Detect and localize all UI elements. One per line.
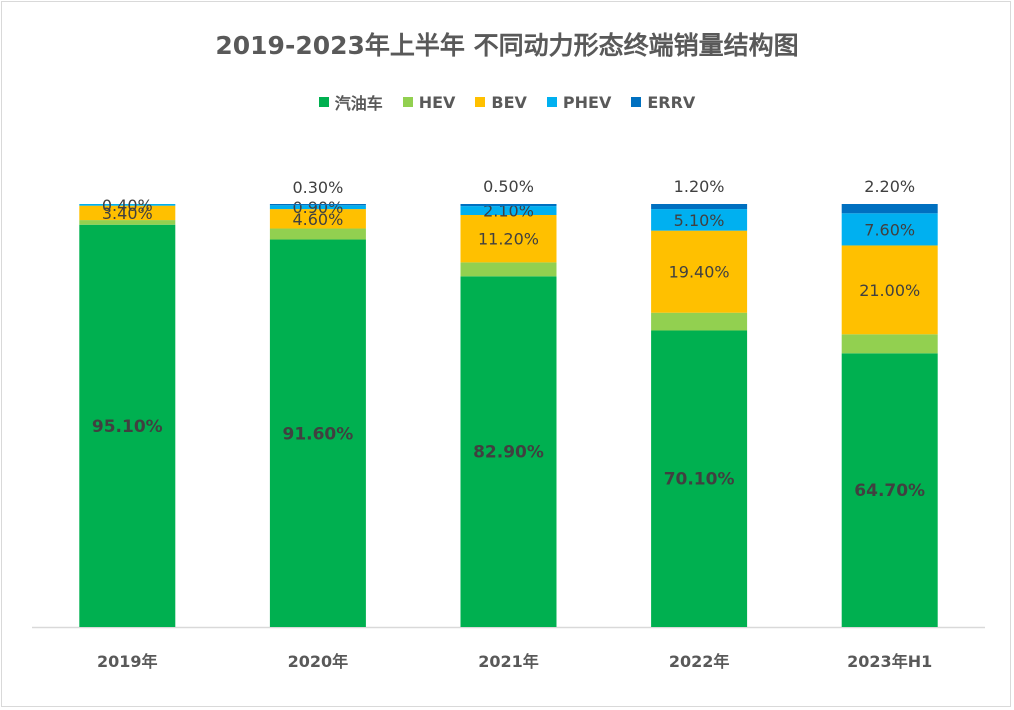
data-label: 21.00%	[859, 281, 920, 300]
legend-item: HEV	[402, 90, 456, 114]
legend-label: BEV	[491, 92, 527, 112]
x-tick-label: 2021年	[478, 652, 539, 671]
data-label: 0.50%	[483, 177, 534, 196]
bar-segment	[269, 209, 366, 229]
data-label: 2.20%	[864, 177, 915, 196]
bar-segment	[841, 204, 938, 214]
data-label: 19.40%	[669, 263, 730, 282]
data-label: 0.90%	[292, 198, 343, 217]
bar-segment	[841, 245, 938, 335]
bar-segment	[269, 205, 366, 210]
legend-label: 汽油车	[334, 94, 383, 113]
legend-item: PHEV	[546, 90, 612, 114]
data-label: 0.40%	[102, 196, 153, 215]
bar-segment	[841, 353, 938, 627]
legend: 汽油车 HEV BEV PHEV ERRV	[0, 90, 1014, 114]
data-label: 4.60%	[292, 210, 343, 229]
bar-segment	[651, 312, 748, 331]
legend-label: HEV	[418, 92, 456, 112]
bar-segment	[79, 224, 176, 628]
legend-swatch	[475, 97, 486, 107]
bar-segment	[651, 330, 748, 627]
legend-label: PHEV	[562, 92, 612, 112]
x-tick-label: 2023年H1	[847, 652, 932, 671]
data-label: 64.70%	[854, 481, 925, 501]
chart-title: 2019-2023年上半年 不同动力形态终端销量结构图	[215, 31, 799, 60]
data-label: 5.10%	[674, 211, 725, 230]
x-tick-label: 2019年	[97, 652, 158, 671]
bar-segment	[79, 205, 176, 221]
data-label: 95.10%	[92, 417, 163, 437]
legend-swatch	[631, 97, 642, 107]
bar-segment	[460, 204, 557, 207]
bar-segment	[651, 209, 748, 231]
legend-swatch	[318, 97, 329, 107]
legend-item: 汽油车	[318, 90, 383, 114]
bar-segment	[460, 206, 557, 215]
x-tick-label: 2020年	[288, 652, 349, 671]
legend-label: ERRV	[647, 92, 696, 112]
legend-swatch	[402, 97, 413, 107]
data-label: 3.40%	[102, 204, 153, 223]
x-tick-label: 2022年	[669, 652, 730, 671]
bar-segment	[651, 204, 748, 210]
bar-segment	[460, 262, 557, 277]
bar-segment	[79, 204, 176, 206]
bar-segment	[651, 230, 748, 313]
data-label: 91.60%	[282, 424, 353, 444]
data-label: 0.30%	[292, 178, 343, 197]
bar-segment	[841, 334, 938, 354]
data-label: 70.10%	[664, 470, 735, 490]
legend-item: ERRV	[631, 90, 695, 114]
bar-segment	[269, 228, 366, 240]
bar-segment	[79, 220, 176, 225]
data-label: 7.60%	[864, 220, 915, 239]
legend-swatch	[546, 97, 557, 107]
data-label: 2.10%	[483, 202, 534, 221]
bar-segment	[460, 276, 557, 627]
bar-segment	[841, 213, 938, 246]
data-label: 11.20%	[478, 230, 539, 249]
bar-segment	[460, 214, 557, 263]
data-label: 82.90%	[473, 443, 544, 463]
data-label: 1.20%	[674, 177, 725, 196]
bar-segment	[269, 239, 366, 628]
bar-segment	[269, 204, 366, 206]
legend-item: BEV	[475, 90, 527, 114]
